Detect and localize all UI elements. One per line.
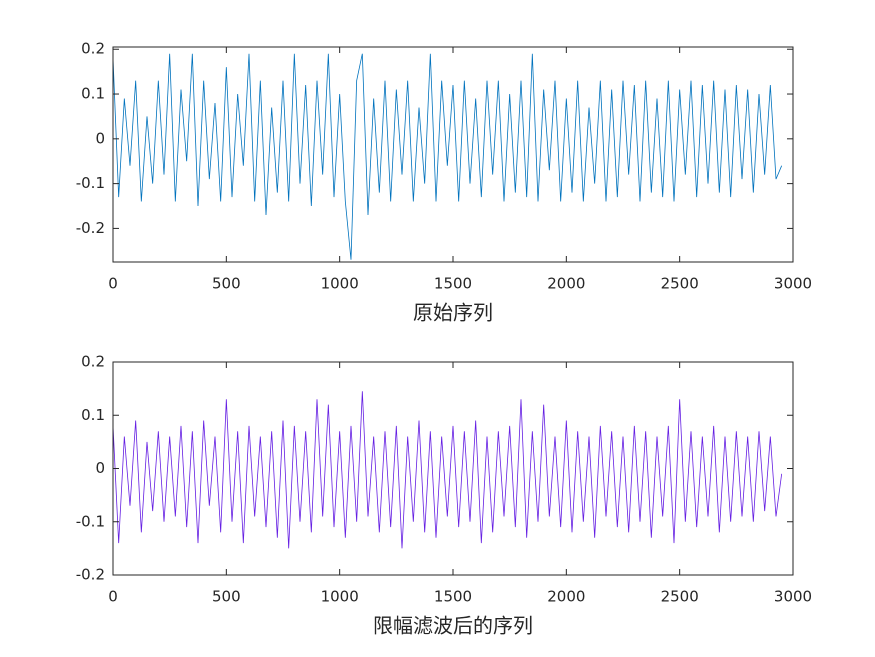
y-tick-label: 0 <box>95 459 105 477</box>
y-tick-label: 0 <box>95 129 105 147</box>
x-tick-label: 2000 <box>547 275 585 293</box>
y-tick-label: -0.2 <box>76 566 105 584</box>
x-tick-label: 500 <box>212 275 241 293</box>
x-axis-label: 限幅滤波后的序列 <box>373 614 533 638</box>
x-tick-label: 0 <box>108 275 118 293</box>
y-tick-label: -0.1 <box>76 512 105 530</box>
x-tick-label: 1500 <box>434 588 472 606</box>
x-tick-label: 3000 <box>774 275 812 293</box>
x-tick-label: 2500 <box>661 588 699 606</box>
x-tick-label: 1000 <box>321 275 359 293</box>
y-tick-label: 0.2 <box>81 353 105 371</box>
y-tick-label: 0.2 <box>81 40 105 58</box>
axes-background <box>113 47 793 262</box>
y-tick-label: -0.1 <box>76 174 105 192</box>
x-tick-label: 3000 <box>774 588 812 606</box>
x-tick-label: 2000 <box>547 588 585 606</box>
x-tick-label: 500 <box>212 588 241 606</box>
x-tick-label: 1000 <box>321 588 359 606</box>
axes-background <box>113 362 793 575</box>
x-tick-label: 2500 <box>661 275 699 293</box>
y-tick-label: 0.1 <box>81 85 105 103</box>
signal-line <box>112 391 783 549</box>
x-tick-label: 0 <box>108 588 118 606</box>
x-axis-label: 原始序列 <box>413 301 493 325</box>
x-tick-label: 1500 <box>434 275 472 293</box>
signal-line <box>112 53 783 260</box>
y-tick-label: 0.1 <box>81 406 105 424</box>
y-tick-label: -0.2 <box>76 219 105 237</box>
